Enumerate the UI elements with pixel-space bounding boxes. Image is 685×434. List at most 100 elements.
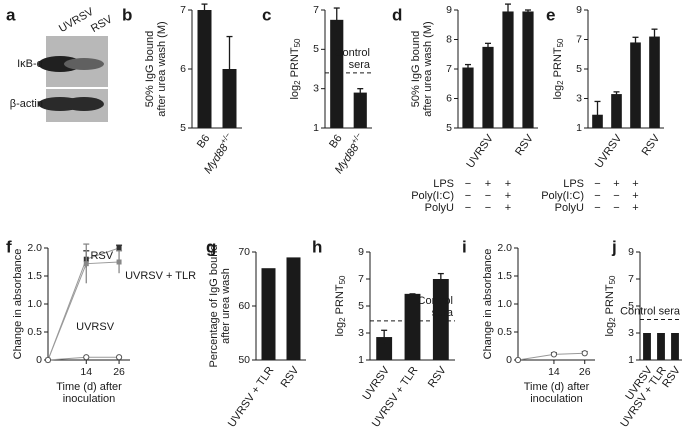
- reference-label: sera: [349, 59, 371, 71]
- text-part: 2: [556, 80, 565, 85]
- bar: [611, 94, 622, 128]
- marker: [116, 245, 122, 251]
- treatment-mark: +: [505, 178, 511, 190]
- marker: [83, 354, 90, 361]
- marker: [514, 356, 522, 364]
- treatment-mark: −: [594, 202, 600, 214]
- text-part: Change in absorbance: [12, 249, 24, 360]
- y-tick-label: 0: [36, 354, 42, 366]
- y-axis-label: log2 PRNT50: [552, 38, 565, 100]
- text-part: RSV: [640, 132, 663, 158]
- series-line: [47, 261, 120, 361]
- y-tick-label: 0.5: [497, 326, 512, 338]
- bar: [353, 92, 367, 128]
- x-tick-label: B6: [327, 133, 345, 151]
- y-tick-label: 50: [238, 354, 250, 366]
- y-tick-label: 5: [446, 122, 452, 134]
- panel-letter: i: [462, 237, 467, 256]
- y-tick-label: 2.0: [497, 242, 512, 254]
- y-tick-label: 7: [628, 273, 634, 285]
- text-part: Change in absorbance: [482, 249, 494, 360]
- x-tick-label: RSV: [640, 132, 663, 158]
- marker: [115, 354, 123, 361]
- text-part: 50: [608, 275, 617, 284]
- y-axis-label: Percentage of IgG bound: [208, 245, 220, 368]
- bar: [330, 19, 344, 128]
- treatment-label: PolyU: [425, 202, 454, 214]
- bar: [432, 279, 449, 360]
- treatment-mark: −: [613, 202, 619, 214]
- error-bar: [333, 7, 340, 32]
- text-part: PRNT: [289, 47, 301, 80]
- y-tick-label: 7: [180, 4, 186, 16]
- y-tick-label: 2.0: [27, 242, 42, 254]
- series-line: [47, 247, 120, 361]
- y-tick-label: 1.5: [497, 270, 512, 282]
- reference-label: Control: [335, 47, 370, 59]
- error-bar: [594, 100, 601, 128]
- y-tick-label: 70: [238, 246, 250, 258]
- text-part: after urea wash (M): [422, 21, 434, 116]
- text-part: PRNT: [604, 284, 616, 317]
- y-axis-label: Change in absorbance: [482, 249, 494, 360]
- text-part: Percentage of IgG bound: [208, 245, 220, 368]
- y-tick-label: 5: [180, 122, 186, 134]
- y-tick-label: 1: [628, 354, 634, 366]
- marker: [116, 259, 122, 265]
- text-part: after urea wash (M): [156, 21, 168, 116]
- text-part: RSV: [426, 364, 449, 390]
- y-tick-label: 7: [313, 4, 319, 16]
- text-part: 50: [293, 38, 302, 47]
- treatment-mark: −: [485, 202, 491, 214]
- y-tick-label: 9: [576, 4, 582, 16]
- error-bar: [485, 42, 491, 51]
- text-part: 50% IgG bound: [410, 31, 422, 107]
- bar: [482, 46, 494, 128]
- error-bar: [525, 9, 531, 13]
- text-part: UVRSV: [593, 132, 625, 170]
- x-tick-label: UVRSV + TLR: [226, 364, 277, 429]
- text-part: 2: [608, 317, 617, 322]
- y-axis-label: log2 PRNT50: [334, 275, 347, 337]
- treatment-mark: −: [465, 202, 471, 214]
- y-tick-label: 1: [576, 122, 582, 134]
- bar: [502, 11, 514, 129]
- x-tick-label: RSV: [513, 132, 536, 158]
- y-axis-label: log2 PRNT50: [289, 38, 302, 100]
- x-tick-label: RSV: [426, 364, 449, 390]
- text-part: RSV: [513, 132, 536, 158]
- y-axis-label: after urea wash (M): [422, 21, 434, 116]
- text-part: B6: [327, 133, 345, 151]
- blot-band: [64, 58, 104, 70]
- reference-label: Control sera: [620, 305, 681, 317]
- treatment-mark: +: [632, 202, 638, 214]
- marker: [581, 350, 588, 357]
- treatment-mark: −: [613, 190, 619, 202]
- bar: [462, 67, 474, 128]
- y-tick-label: 0.5: [27, 326, 42, 338]
- text-part: PRNT: [334, 284, 346, 317]
- y-tick-label: 7: [446, 63, 452, 75]
- x-tick-label: 26: [113, 366, 125, 378]
- series-label: RSV: [90, 250, 113, 262]
- text-part: after urea wash: [220, 268, 232, 344]
- bar: [522, 11, 534, 129]
- bar: [197, 10, 212, 128]
- treatment-mark: +: [613, 178, 619, 190]
- y-tick-label: 1.0: [27, 298, 42, 310]
- bar: [657, 333, 665, 360]
- treatment-mark: +: [632, 178, 638, 190]
- x-axis-label: inoculation: [530, 393, 583, 405]
- lane-label: UVRSV: [57, 5, 96, 35]
- y-tick-label: 0: [506, 354, 512, 366]
- error-bar: [632, 36, 639, 48]
- x-tick-label: 14: [80, 366, 92, 378]
- error-bar: [201, 3, 208, 16]
- y-axis-label: 50% IgG bound: [144, 31, 156, 107]
- treatment-mark: −: [465, 190, 471, 202]
- treatment-label: LPS: [433, 178, 454, 190]
- y-tick-label: 3: [358, 327, 364, 339]
- bar: [376, 337, 393, 360]
- text-part: 50: [338, 275, 347, 284]
